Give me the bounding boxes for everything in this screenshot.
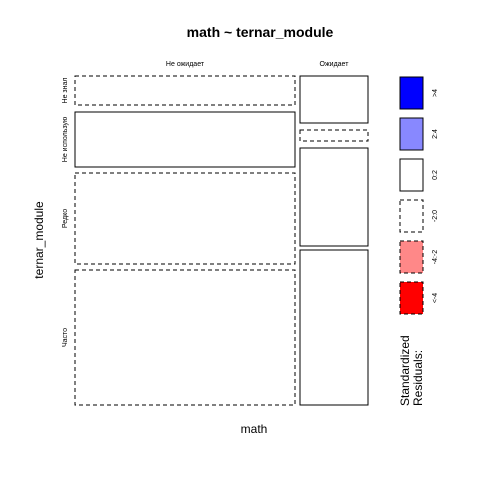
- row-label-4: Часто: [62, 328, 69, 347]
- legend-label-2: 2:4: [432, 129, 439, 139]
- tile-2-2: [300, 130, 368, 141]
- row-label-3: Редко: [62, 209, 69, 228]
- y-axis-title: ternar_module: [32, 201, 46, 279]
- row-labels: Не знал Не использую Редко Часто: [62, 78, 69, 348]
- tile-1-3: [75, 173, 295, 264]
- legend-swatch-4: [400, 200, 423, 232]
- legend: >4 2:4 0:2 -2:0 -4:-2 <-4: [400, 77, 439, 314]
- chart-title: math ~ ternar_module: [187, 24, 334, 40]
- legend-label-5: -4:-2: [432, 250, 439, 265]
- column-label-1: Не ожидает: [166, 61, 205, 68]
- tile-2-3: [300, 148, 368, 246]
- tile-2-4: [300, 250, 368, 405]
- legend-swatch-6: [400, 282, 423, 314]
- tile-2-1: [300, 76, 368, 123]
- legend-swatch-3: [400, 159, 423, 191]
- legend-swatch-5: [400, 241, 423, 273]
- x-axis-title: math: [241, 422, 268, 436]
- row-label-2: Не использую: [62, 117, 69, 162]
- legend-label-4: -2:0: [432, 210, 439, 222]
- column-labels: Не ожидает Ожидает: [166, 61, 349, 68]
- tile-1-2: [75, 112, 295, 167]
- legend-label-3: 0:2: [432, 170, 439, 180]
- row-label-1: Не знал: [62, 78, 69, 104]
- tile-1-1: [75, 76, 295, 105]
- legend-swatch-1: [400, 77, 423, 109]
- legend-title-line-2: Residuals:: [411, 350, 425, 406]
- legend-label-6: <-4: [432, 293, 439, 303]
- legend-label-1: >4: [432, 89, 439, 97]
- legend-title-line-1: Standardized: [398, 335, 412, 406]
- legend-swatch-2: [400, 118, 423, 150]
- column-label-2: Ожидает: [320, 61, 350, 68]
- mosaic-tiles: [75, 76, 368, 405]
- tile-1-4: [75, 270, 295, 405]
